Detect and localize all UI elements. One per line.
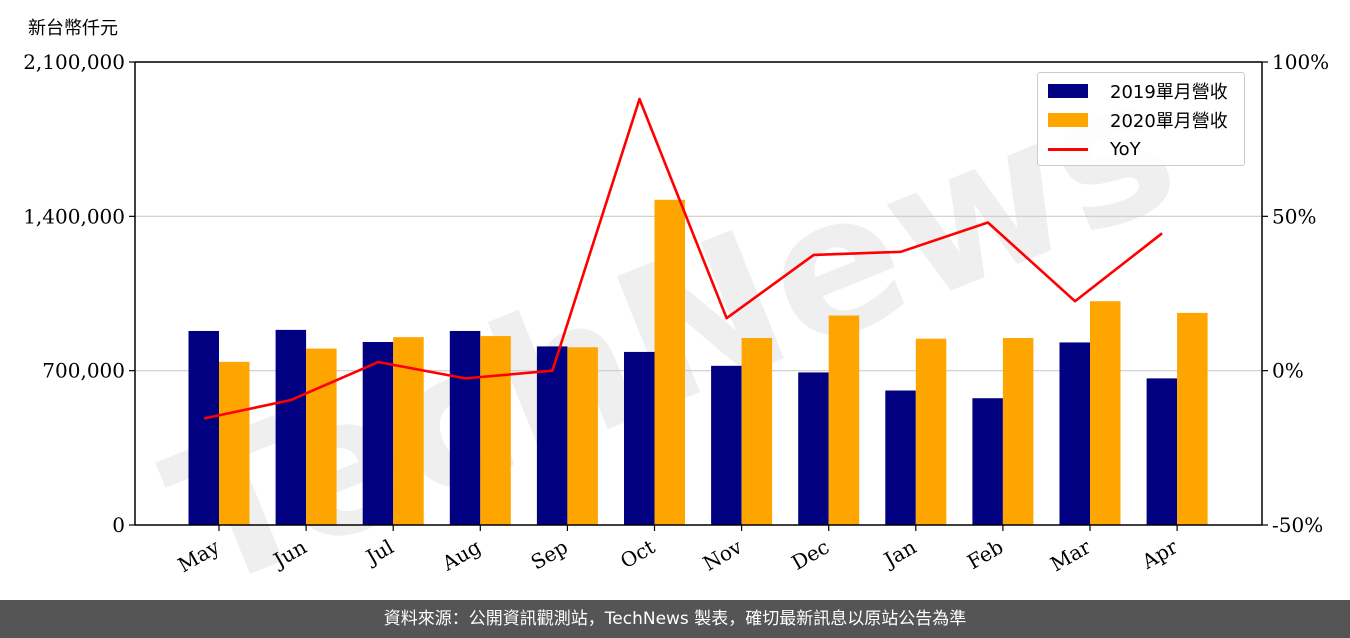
y-right-tick-label: 50% [1272, 204, 1316, 228]
x-tick-label: Nov [699, 534, 747, 576]
legend-item-yoy: YoY [1048, 137, 1141, 161]
y-right-tick-label: 100% [1272, 50, 1329, 74]
yoy-line [203, 97, 1163, 420]
source-footer: 資料來源：公開資訊觀測站，TechNews 製表，確切最新訊息以原站公告為準 [0, 600, 1350, 638]
y-left-tick-label: 1,400,000 [23, 204, 125, 228]
bar-2019-jul [362, 342, 394, 525]
bar-2020-oct [654, 199, 685, 526]
x-tick-label: Apr [1137, 534, 1182, 574]
legend-swatch-yoy [1048, 147, 1088, 151]
x-tick-label: Feb [963, 535, 1007, 574]
chart: TechNews 0700,0001,400,0002,100,000-50%0… [23, 32, 1329, 600]
y-left-tick-label: 0 [112, 513, 125, 537]
y-right-tick-label: 0% [1272, 359, 1304, 383]
bar-2019-dec [798, 372, 829, 525]
bar-2020-feb [1002, 338, 1034, 525]
bar-2020-dec [828, 315, 860, 525]
legend-label-2020: 2020單月營收 [1110, 111, 1228, 132]
x-tick-label: Dec [787, 535, 833, 575]
legend-item-2019: 2019單月營收 [1048, 79, 1228, 103]
bar-2020-nov [741, 338, 773, 525]
x-tick-label: Oct [616, 535, 659, 574]
yoy-line-layer [203, 97, 1163, 420]
bar-2019-mar [1059, 342, 1090, 525]
bar-2020-aug [480, 336, 511, 525]
bar-2020-apr [1177, 312, 1208, 525]
bars [188, 199, 1208, 526]
y-left-tick-label: 700,000 [42, 359, 125, 383]
bar-2020-sep [567, 347, 598, 525]
bar-2020-jun [306, 348, 337, 525]
x-tick-label: Sep [527, 535, 572, 575]
bar-2019-aug [449, 330, 481, 525]
bar-2019-sep [536, 346, 568, 525]
bar-2020-may [219, 361, 250, 525]
x-tick-label: Mar [1046, 534, 1095, 576]
bar-2019-may [188, 330, 219, 525]
y-right-tick-label: -50% [1272, 513, 1323, 537]
bar-2020-mar [1090, 301, 1121, 525]
y-left-tick-label: 2,100,000 [23, 50, 125, 74]
bar-2020-jan [915, 338, 947, 525]
legend-item-2020: 2020單月營收 [1048, 108, 1228, 132]
legend-swatch-2019 [1048, 84, 1088, 98]
bar-2019-nov [711, 365, 742, 525]
legend: 2019單月營收 2020單月營收 YoY [1037, 72, 1245, 166]
bar-2019-jun [275, 329, 307, 525]
bar-2019-oct [624, 351, 655, 525]
legend-label-2019: 2019單月營收 [1110, 82, 1228, 103]
unit-label: 新台幣仟元 [28, 18, 118, 39]
legend-swatch-2020 [1048, 113, 1088, 127]
bar-2019-apr [1146, 378, 1178, 525]
x-tick-label: Jan [878, 534, 920, 572]
bar-2019-feb [972, 398, 1003, 525]
bar-2019-jan [885, 390, 916, 525]
legend-label-yoy: YoY [1110, 138, 1141, 160]
